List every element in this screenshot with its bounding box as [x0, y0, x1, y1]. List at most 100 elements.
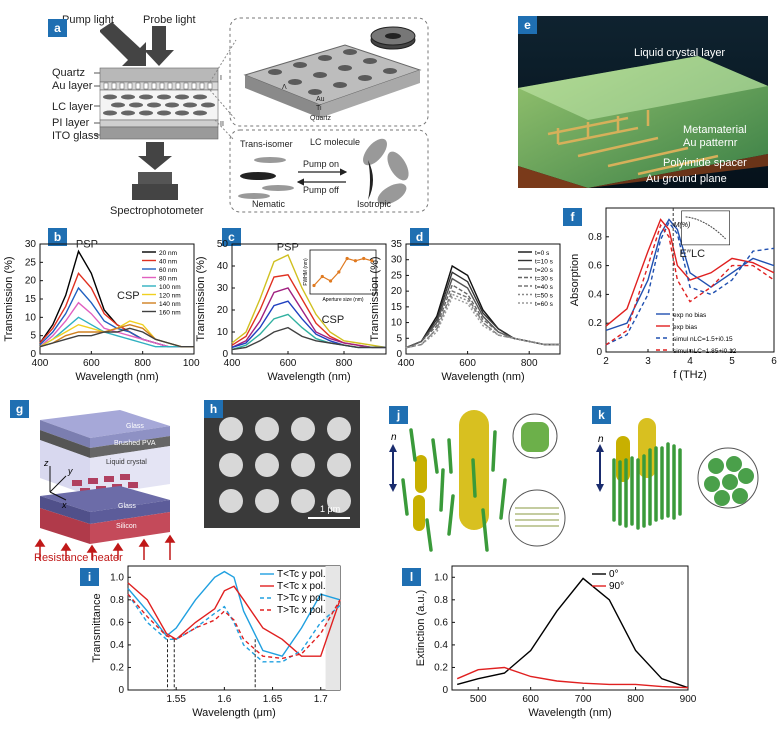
- y-tick-label: 0: [442, 685, 448, 696]
- y-axis-label: Transmission (%): [370, 256, 381, 341]
- legend-label: 90°: [609, 581, 624, 592]
- y-tick-label: 10: [25, 312, 37, 323]
- layer-silicon: Silicon: [116, 523, 137, 530]
- x-tick-label: 700: [575, 694, 592, 705]
- layer-au: Au layer: [52, 80, 93, 92]
- inset-frame: [681, 210, 730, 246]
- x-tick-label: 400: [224, 358, 241, 369]
- x-tick-label: 900: [680, 694, 696, 705]
- panel-label-f: f: [563, 208, 582, 226]
- x-axis-label: Wavelength (nm): [75, 371, 158, 383]
- x-axis-label: Wavelength (nm): [528, 707, 611, 719]
- inset-y-label: FWHM (nm): [303, 258, 309, 286]
- y-tick-label: 0: [222, 349, 228, 360]
- legend-label: 40 nm: [159, 259, 177, 266]
- panel-label-k: k: [592, 406, 611, 424]
- series-line: [231, 326, 386, 351]
- chart-d: 400 600 800 0 5 10 15 20 25 30 35 Wavelength (nm) Tr…: [370, 239, 561, 383]
- x-tick-label: 1.6: [217, 694, 231, 705]
- roman-one: I: [220, 75, 222, 82]
- y-tick-label: 0.4: [110, 640, 124, 651]
- y-axis-label: Transmission (%): [196, 256, 207, 341]
- series-line: [605, 218, 775, 332]
- layer-pva: Brushed PVA: [114, 440, 156, 447]
- layer-ito: ITO glass: [52, 130, 99, 142]
- y-tick-label: 20: [217, 305, 229, 316]
- y-tick-label: 40: [217, 261, 229, 272]
- y-tick-label: 0: [396, 349, 402, 360]
- inset-point: [362, 256, 366, 261]
- annotation-psp: PSP: [277, 242, 299, 254]
- y-tick-label: 20: [25, 276, 37, 287]
- legend-label: t=60 s: [535, 301, 554, 308]
- y-tick-label: 30: [25, 239, 37, 250]
- x-tick-label: 1.7: [314, 694, 328, 705]
- annotation-psp: PSP: [76, 239, 98, 251]
- shaded-region: [325, 566, 340, 690]
- legend-label: 60 nm: [159, 267, 177, 274]
- y-tick-label: 15: [25, 294, 37, 305]
- inset-point: [370, 259, 374, 263]
- legend-label: 100 nm: [159, 284, 181, 291]
- inset-point: [353, 259, 358, 263]
- heater-label: Resistance heater: [34, 552, 123, 564]
- annotation-csp: CSP: [322, 314, 345, 326]
- au-pattern-label: Au patternr: [683, 137, 738, 149]
- axis-x: x: [61, 500, 67, 510]
- sem-image: [219, 417, 351, 519]
- chart-i: 1.55 1.6 1.65 1.7 0 0.2 0.4 0.6 0.8 1.0 Wavelength…: [91, 565, 341, 719]
- panel-label-a: a: [48, 19, 67, 37]
- inset-line: [685, 216, 726, 240]
- x-tick-label: 1.65: [263, 694, 283, 705]
- layer-pi: PI layer: [52, 117, 90, 129]
- y-tick-label: 25: [391, 270, 403, 281]
- layer-lc-g: Liquid crystal: [106, 459, 147, 466]
- x-axis-label: Wavelength (nm): [441, 371, 524, 383]
- lc-molecule-label: LC molecule: [310, 137, 360, 147]
- x-axis-label: Wavelength (μm): [192, 707, 276, 719]
- series-line: [456, 666, 689, 689]
- lc-layer-label: Liquid crystal layer: [634, 47, 725, 59]
- y-tick-label: 20: [391, 286, 403, 297]
- y-axis-label: Extinction (a.u.): [415, 590, 427, 666]
- legend-label: simul nLC=1.5+i0.15: [673, 336, 733, 343]
- x-tick-label: 800: [627, 694, 644, 705]
- panel-label-j: j: [389, 406, 408, 424]
- layer-lc: LC layer: [52, 101, 93, 113]
- annotation-csp: CSP: [117, 290, 140, 302]
- y-tick-label: 0.8: [434, 595, 448, 606]
- legend-label: exp no bias: [673, 312, 707, 319]
- y-tick-label: 35: [391, 239, 403, 250]
- x-tick-label: 500: [470, 694, 487, 705]
- probe-light-label: Probe light: [143, 14, 196, 26]
- inset-point: [328, 279, 333, 283]
- y-tick-label: 0: [596, 347, 602, 358]
- y-tick-label: 30: [391, 255, 403, 266]
- x-axis-label: Wavelength (nm): [267, 371, 350, 383]
- layer-quartz: Quartz: [52, 67, 85, 79]
- inset-y-label: M(%): [674, 222, 691, 229]
- x-tick-label: 600: [83, 358, 100, 369]
- inset-point: [312, 283, 316, 288]
- panel-g-cell: Glass Brushed PVA Liquid crystal Glass S…: [34, 410, 176, 560]
- series-line: [457, 577, 689, 689]
- panel-label-l: l: [402, 568, 421, 586]
- x-tick-label: 600: [280, 358, 297, 369]
- legend-label: 140 nm: [159, 301, 181, 308]
- y-tick-label: 0.2: [588, 318, 602, 329]
- plot-frame: [451, 565, 689, 691]
- pump-light-label: Pump light: [62, 14, 114, 26]
- panel-label-b: b: [48, 228, 67, 246]
- panel-label-c: c: [222, 228, 241, 246]
- scale-label: 1 μm: [320, 504, 341, 514]
- legend-label: t=40 s: [535, 284, 554, 291]
- y-tick-label: 5: [396, 333, 402, 344]
- y-tick-label: 0.4: [588, 289, 602, 300]
- y-tick-label: 10: [217, 327, 229, 338]
- legend-label: t=20 s: [535, 267, 554, 274]
- period-lambda: Λ: [282, 84, 287, 91]
- panel-label-d: d: [410, 228, 429, 246]
- series-line: [231, 254, 387, 349]
- y-axis-label: Transmission (%): [4, 256, 15, 341]
